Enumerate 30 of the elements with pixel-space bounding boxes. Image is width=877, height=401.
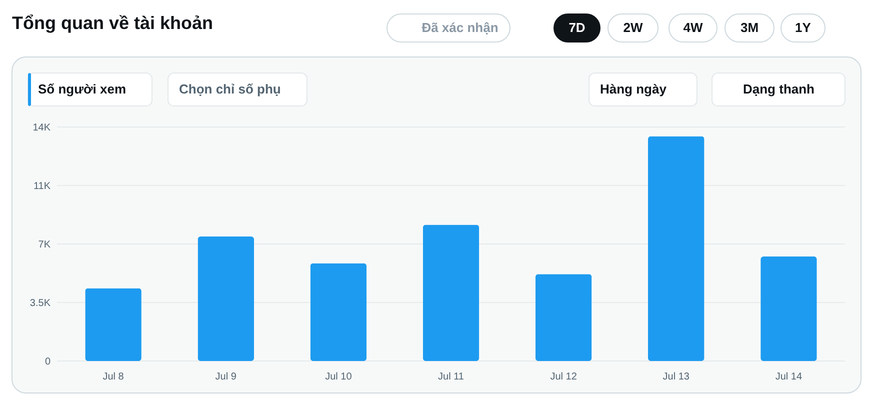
text: Đã xác nhận [422,20,498,35]
y-tick-label: 14K [32,122,51,134]
text: 4W [683,20,704,35]
bar [422,224,480,361]
x-tick-label: Jul 8 [102,372,124,382]
text: Hàng ngày [600,82,668,96]
y-tick-label: 0 [44,356,51,368]
text: 2W [623,20,644,35]
x-tick-label: Jul 9 [215,372,237,382]
text: 7D [568,20,586,35]
bar [85,288,142,361]
text: Dạng thanh [743,82,815,96]
x-tick-label: Jul 14 [775,372,802,382]
bar [198,236,254,361]
y-tick-label: 11K [33,181,51,192]
x-tick-label: Jul 11 [438,372,464,382]
bar [310,263,367,361]
chart-title: Tổng quan về tài khoản [12,13,214,33]
x-tick-label: Jul 12 [550,372,578,382]
x-tick-label: Jul 13 [662,372,690,382]
text: Số người xem [38,82,126,96]
text: Chọn chỉ số phụ [179,82,281,96]
text: 1Y [795,20,812,35]
y-tick-label: 7K [38,240,51,250]
y-tick-label: 3.5K [30,298,51,309]
bar [535,274,592,361]
text: 3M [740,20,759,35]
bar [760,256,817,361]
bar [648,136,704,361]
x-tick-label: Jul 10 [325,372,352,382]
